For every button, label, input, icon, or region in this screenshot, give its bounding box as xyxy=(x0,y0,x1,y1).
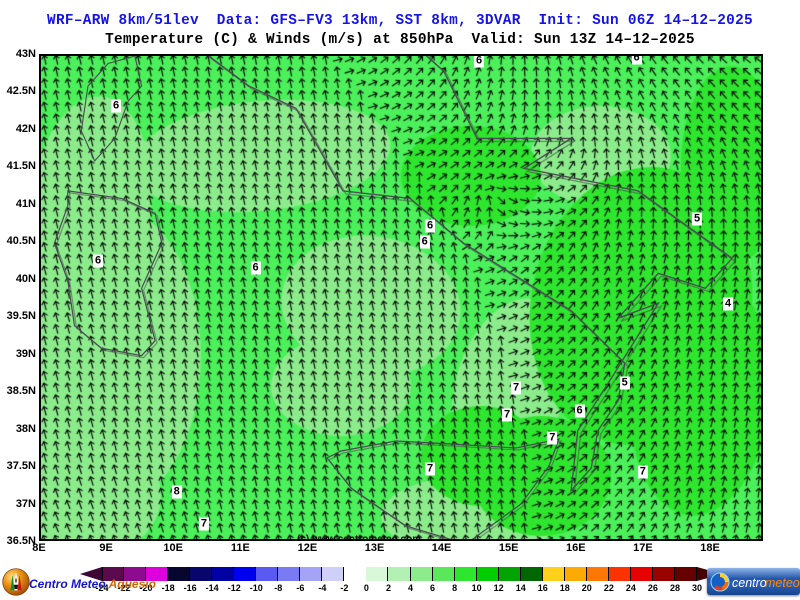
svg-text:meteo: meteo xyxy=(765,576,800,590)
svg-text:centro: centro xyxy=(732,576,767,590)
